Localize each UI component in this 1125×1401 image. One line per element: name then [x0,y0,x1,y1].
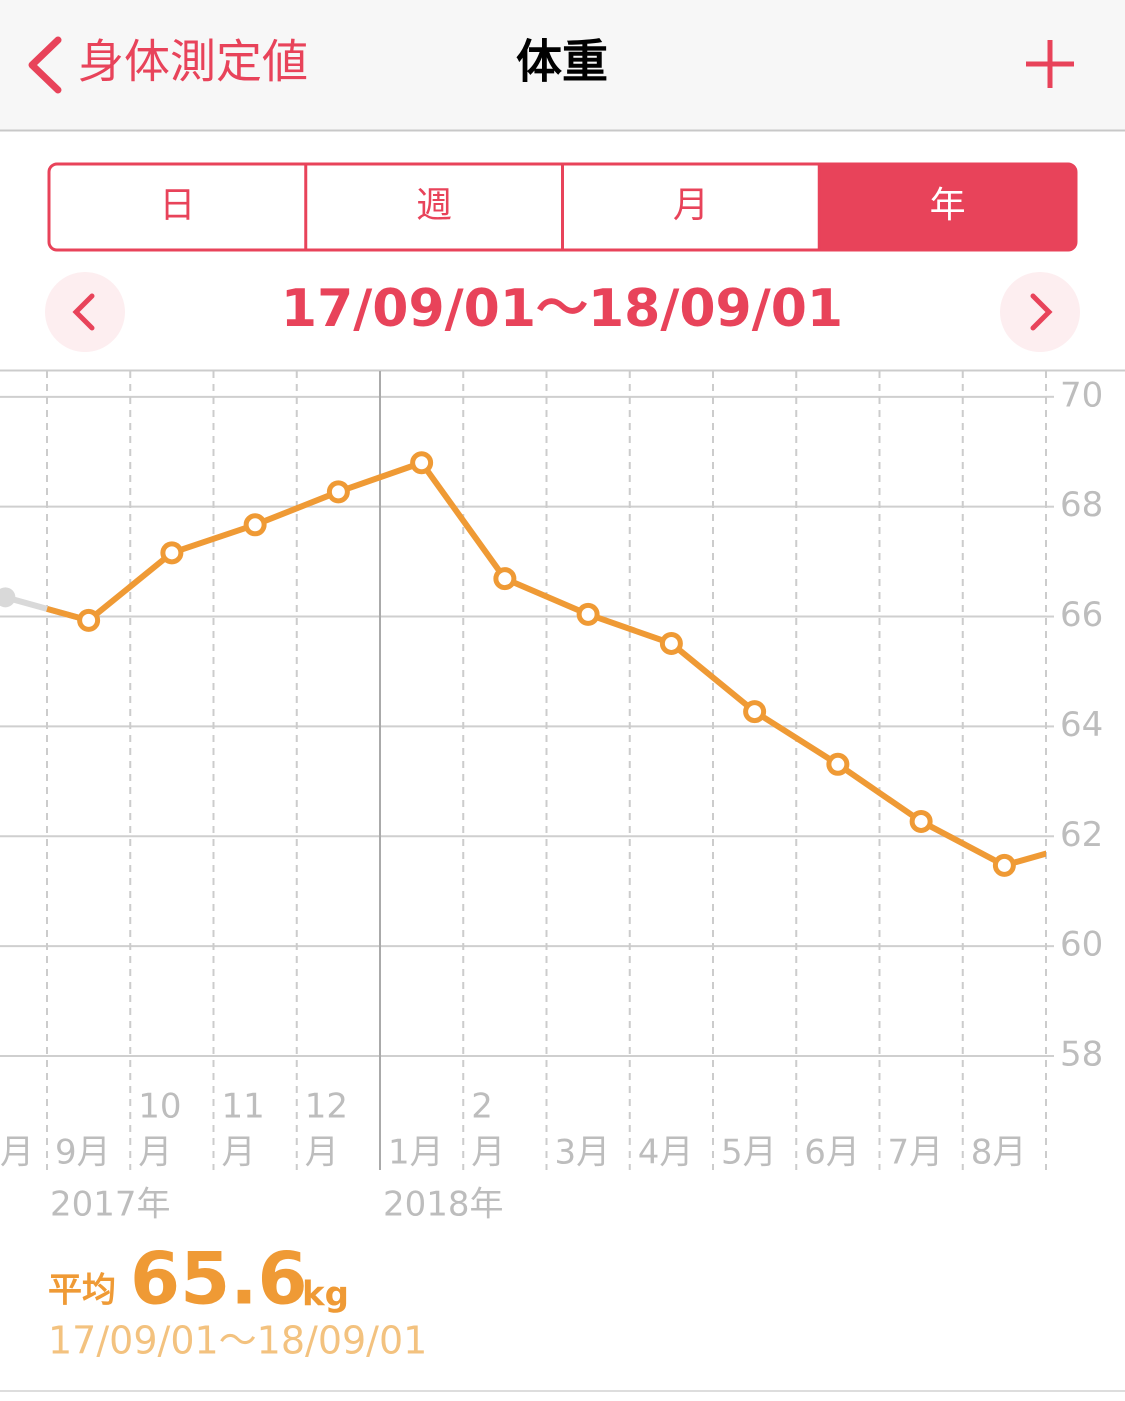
next-button[interactable] [1000,272,1080,352]
back-chevron[interactable] [28,36,62,94]
back-button[interactable]: 身体測定値 [28,35,308,94]
date-range: 17/09/01〜18/09/01 [281,279,843,339]
point [493,567,517,591]
point [160,541,184,565]
x-tick-label: 2 [471,1087,493,1127]
segment-label[interactable]: 年 [930,185,966,226]
segmented-control: 日週月年 [47,162,1078,252]
point [410,451,434,475]
x-tick-label: 8月 [971,1133,1027,1173]
x-tick-label: 11 [222,1087,265,1127]
out-of-range-point [0,587,16,608]
prev-circle[interactable] [45,272,125,352]
x-tick-label: 1月 [388,1133,444,1173]
x-tick-label: 月 [138,1133,172,1173]
add-button[interactable] [1026,40,1074,88]
point [326,480,350,504]
chart: 58 60 62 64 66 68 70 月 9月 10 月 11 月 12 月 1月 2 月 3月 4月 5月 6月 7月… [0,371,1103,1225]
x-tick-label: 12 [305,1087,348,1127]
point [743,700,767,724]
y-tick-label: 58 [1060,1035,1103,1075]
point [992,853,1016,877]
y-tick-label: 64 [1060,705,1103,745]
year-label: 2018年 [383,1185,504,1225]
segment-label[interactable]: 月 [673,185,709,226]
point [826,752,850,776]
nav-title: 体重 [516,35,608,89]
line [86,459,1046,869]
x-tick-label: 3月 [555,1133,611,1173]
segment-label[interactable]: 日 [159,185,195,226]
nav-bar [0,0,1125,130]
x-tick-label: 月 [222,1133,256,1173]
prev-button[interactable] [45,272,125,352]
year-label: 2017年 [50,1185,171,1225]
point [909,809,933,833]
y-tick-label: 66 [1060,595,1103,635]
x-tick-label: 7月 [888,1133,944,1173]
y-tick-label: 68 [1060,485,1103,525]
back-label[interactable]: 身体測定値 [78,35,308,89]
y-tick-label: 70 [1060,375,1103,415]
average-value: 65.6 [130,1237,308,1321]
average-range: 17/09/01〜18/09/01 [48,1319,427,1363]
point [576,602,600,626]
x-tick-label: 9月 [55,1133,111,1173]
point [659,631,683,655]
x-tick-label: 月 [471,1133,505,1173]
segment-selected[interactable] [819,164,1076,250]
average-unit: kg [302,1275,349,1315]
point [77,608,101,632]
x-tick-label: 4月 [638,1133,694,1173]
y-tick-label: 62 [1060,815,1103,855]
x-tick-label: 5月 [721,1133,777,1173]
plot [0,451,1046,877]
point [243,513,267,537]
prev-chevron[interactable] [72,293,95,331]
y-tick-label: 60 [1060,925,1103,965]
next-circle[interactable] [1000,272,1080,352]
next-chevron[interactable] [1030,293,1053,331]
x-tick-label: 月 [305,1133,339,1173]
x-tick-label: 10 [138,1087,181,1127]
average-label: 平均 [48,1271,116,1311]
segment-label[interactable]: 週 [416,185,452,226]
x-tick-label: 月 [0,1133,34,1173]
x-tick-label: 6月 [804,1133,860,1173]
